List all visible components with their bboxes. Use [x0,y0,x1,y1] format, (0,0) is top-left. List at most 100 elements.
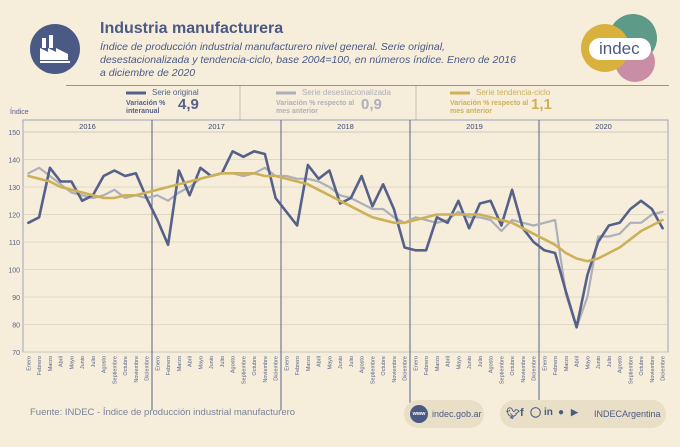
series-line-original [27,150,664,329]
indec-brand-logo: indec [575,12,665,84]
website-text: indec.gob.ar [432,409,482,419]
var-interanual-label: Variación % interanual [126,100,166,115]
y-tick-label: 80 [12,323,20,330]
var-interanual-value: 4,9 [178,96,199,113]
x-tick-label: Octubre [252,356,258,376]
x-tick-label: Agosto [489,356,495,373]
var-tend-value: 1,1 [531,96,552,113]
x-tick-label: Julio [91,356,97,367]
x-tick-label: Mayo [327,356,333,369]
instagram-icon[interactable]: ◯ [530,407,542,418]
factory-logo-icon [30,24,80,74]
y-tick-label: 150 [8,130,20,137]
year-label: 2020 [595,122,612,131]
x-tick-label: Diciembre [145,356,151,381]
x-tick-label: Diciembre [532,356,538,381]
x-tick-label: Septiembre [370,356,376,384]
var-desest-value: 0,9 [361,96,382,113]
x-tick-label: Enero [155,356,161,371]
series-line-tendencia [27,172,664,263]
x-tick-label: Abril [446,356,452,367]
x-tick-label: Junio [80,356,86,369]
x-tick-label: Enero [542,356,548,371]
x-tick-label: Abril [317,356,323,367]
x-tick-label: Noviembre [650,356,656,383]
x-tick-label: Junio [209,356,215,369]
x-tick-label: Enero [284,356,290,371]
page-title: Industria manufacturera [100,20,284,37]
x-tick-label: Abril [188,356,194,367]
x-tick-label: Abril [575,356,581,367]
y-tick-label: 120 [8,213,20,220]
x-tick-label: Septiembre [499,356,505,384]
twitter-icon[interactable]: 🐦︎ [506,408,520,420]
legend: Serie original Serie desestacionalizada … [66,85,669,120]
website-link[interactable]: www indec.gob.ar [404,400,484,428]
x-tick-label: Noviembre [521,356,527,383]
x-tick-label: Octubre [639,356,645,376]
x-tick-label: Marzo [306,356,312,371]
y-tick-label: 90 [12,295,20,302]
y-tick-label: 140 [8,158,20,165]
year-label: 2018 [337,122,354,131]
x-tick-label: Marzo [564,356,570,371]
x-tick-label: Mayo [585,356,591,369]
x-tick-label: Julio [349,356,355,367]
social-links[interactable]: 🐦︎ f ◯ in ● ▶ INDECArgentina [500,400,666,428]
x-tick-label: Marzo [177,356,183,371]
facebook-icon[interactable]: f [520,407,524,419]
social-handle: INDECArgentina [594,409,661,419]
x-tick-label: Agosto [618,356,624,373]
series-line-desest [27,166,664,329]
x-tick-label: Julio [220,356,226,367]
x-tick-label: Octubre [123,356,129,376]
x-tick-label: Abril [59,356,65,367]
legend-original: Serie original [152,88,199,97]
var-desest-label: Variación % respecto al mes anterior [276,100,355,115]
brand-text: indec [599,39,640,58]
linkedin-icon[interactable]: in [544,407,553,418]
x-tick-label: Octubre [381,356,387,376]
youtube-icon[interactable]: ▶ [571,407,578,417]
x-tick-label: Agosto [102,356,108,373]
year-label: 2016 [79,122,96,131]
year-label: 2017 [208,122,225,131]
legend-desest: Serie desestacionalizada [302,88,391,97]
x-tick-label: Octubre [510,356,516,376]
x-tick-label: Julio [607,356,613,367]
y-tick-label: 100 [8,268,20,275]
x-tick-label: Febrero [553,356,559,375]
x-tick-label: Marzo [435,356,441,371]
x-tick-label: Febrero [37,356,43,375]
x-tick-label: Febrero [424,356,430,375]
x-tick-label: Septiembre [628,356,634,384]
footer-source: Fuente: INDEC - Índice de producción ind… [30,407,296,418]
x-tick-label: Agosto [360,356,366,373]
x-tick-label: Febrero [295,356,301,375]
x-tick-label: Mayo [198,356,204,369]
x-tick-label: Noviembre [134,356,140,383]
x-tick-label: Enero [413,356,419,371]
y-axis-label: Índice [10,107,29,116]
x-tick-label: Septiembre [241,356,247,384]
x-tick-label: Diciembre [274,356,280,381]
x-tick-label: Julio [478,356,484,367]
x-tick-label: Noviembre [263,356,269,383]
x-tick-label: Junio [467,356,473,369]
y-tick-label: 130 [8,185,20,192]
x-tick-label: Febrero [166,356,172,375]
x-tick-label: Noviembre [392,356,398,383]
x-tick-label: Junio [338,356,344,369]
x-tick-label: Enero [26,356,32,371]
x-tick-label: Diciembre [403,356,409,381]
plot-frame [22,119,669,353]
x-tick-label: Marzo [48,356,54,371]
www-icon: www [410,405,428,423]
x-tick-label: Agosto [231,356,237,373]
page-subtitle: Índice de producción industrial manufact… [100,41,516,79]
x-tick-label: Septiembre [112,356,118,384]
var-tend-label: Variación % respecto al mes anterior [450,100,529,115]
spotify-icon[interactable]: ● [558,407,565,418]
year-label: 2019 [466,122,483,131]
